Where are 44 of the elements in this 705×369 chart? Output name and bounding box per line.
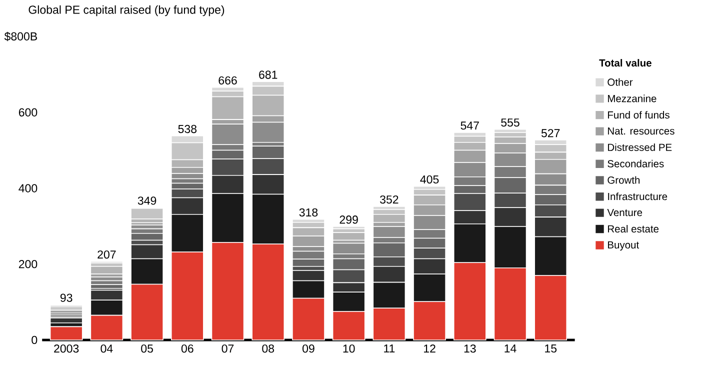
legend-label: Distressed PE xyxy=(608,144,672,152)
legend-label: Venture xyxy=(607,209,642,216)
legend-label: Buyout xyxy=(608,241,640,251)
x-tick-label: 13 xyxy=(464,344,476,353)
total-label: 93 xyxy=(60,294,72,302)
x-tick-label: 07 xyxy=(222,344,234,353)
legend-label: Real estate xyxy=(608,225,659,233)
x-tick-label: 09 xyxy=(302,344,314,353)
x-tick-label: 10 xyxy=(343,344,355,353)
legend-label: Growth xyxy=(608,176,640,184)
total-label: 681 xyxy=(259,70,278,79)
total-label: 207 xyxy=(98,250,116,259)
total-label: 349 xyxy=(138,196,156,205)
total-label: 666 xyxy=(218,76,237,85)
x-tick-label: 2003 xyxy=(54,344,79,353)
x-tick-label: 04 xyxy=(100,344,113,353)
legend-label: Nat. resources xyxy=(608,128,674,135)
total-label: 538 xyxy=(178,125,197,134)
total-label: 555 xyxy=(501,118,520,127)
y-tick-label: $800B xyxy=(4,32,37,42)
x-tick-label: 11 xyxy=(384,344,395,353)
y-tick-label: 600 xyxy=(18,108,38,117)
total-label: 527 xyxy=(541,129,560,138)
total-label: 299 xyxy=(340,216,358,224)
x-tick-label: 06 xyxy=(181,344,194,353)
x-tick-label: 14 xyxy=(504,344,516,353)
legend-label: Infrastructure xyxy=(608,192,668,200)
legend-label: Fund of funds xyxy=(608,111,670,119)
total-label: 405 xyxy=(420,175,439,184)
legend-label: Other xyxy=(608,78,633,86)
chart-title: Global PE capital raised (by fund type) xyxy=(28,5,224,16)
y-tick-label: 400 xyxy=(18,184,38,192)
y-tick-label: 0 xyxy=(32,336,38,344)
total-label: 318 xyxy=(299,208,318,217)
total-label: 352 xyxy=(380,196,398,204)
legend-label: Secondaries xyxy=(608,160,664,168)
x-tick-label: 15 xyxy=(545,344,557,353)
total-label: 547 xyxy=(460,122,479,130)
x-tick-label: 08 xyxy=(262,344,274,353)
x-tick-label: 12 xyxy=(424,344,436,353)
x-tick-label: 05 xyxy=(141,344,153,353)
legend-label: Mezzanine xyxy=(608,94,656,102)
legend-title: Total value xyxy=(599,59,652,67)
y-tick-label: 200 xyxy=(18,260,38,268)
